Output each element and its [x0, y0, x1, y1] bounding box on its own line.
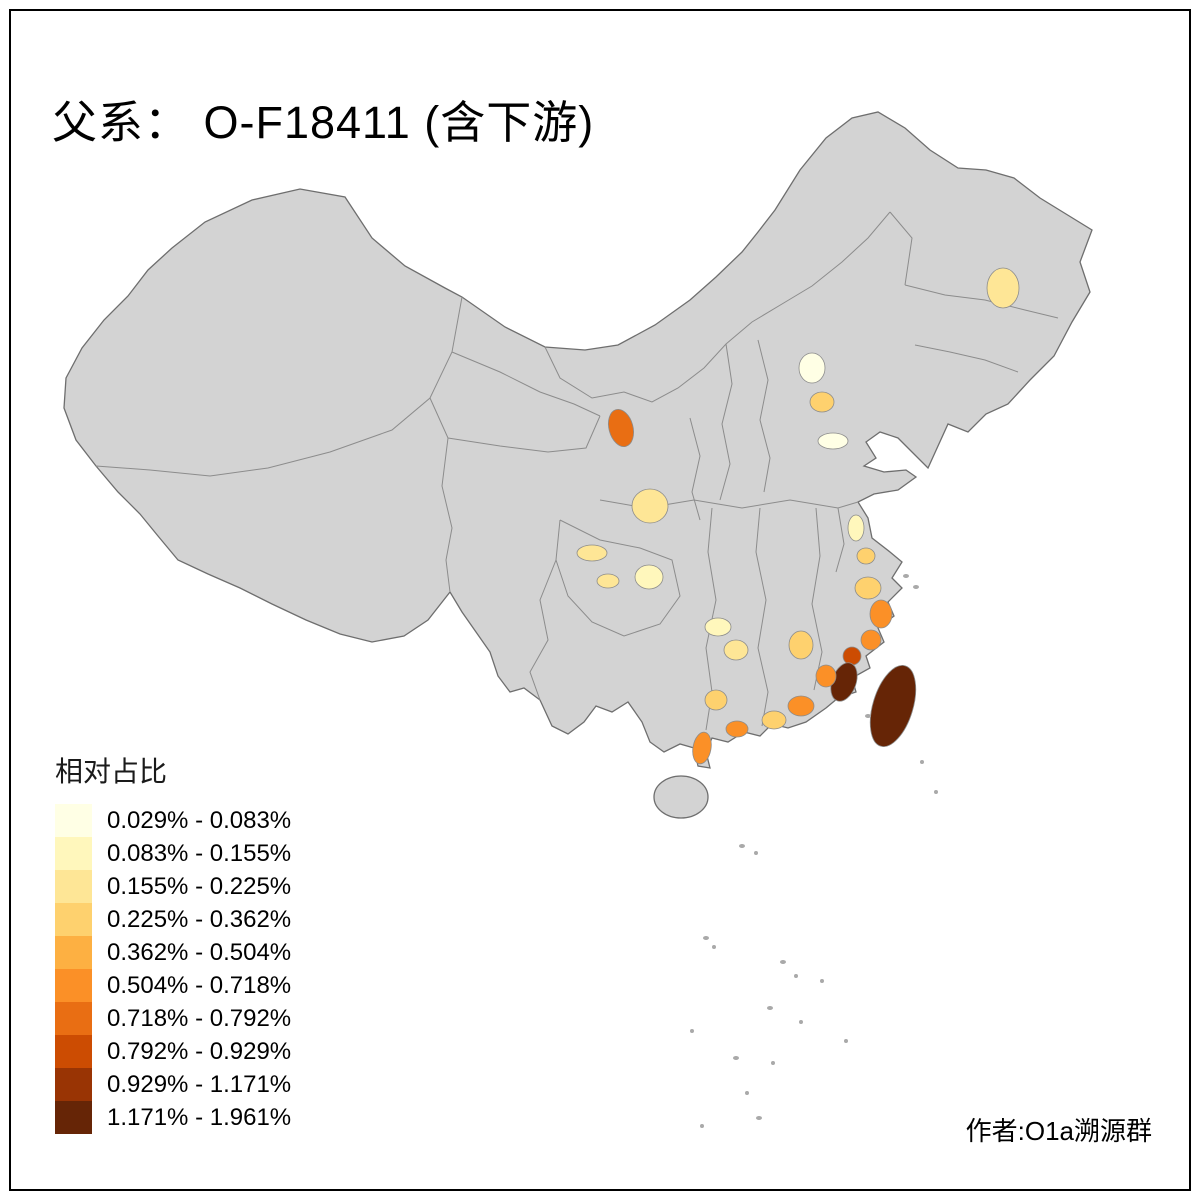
legend-swatch — [55, 936, 92, 969]
legend-item: 0.083% - 0.155% — [55, 837, 291, 870]
legend-item: 0.792% - 0.929% — [55, 1035, 291, 1068]
legend-rows: 0.029% - 0.083% 0.083% - 0.155% 0.155% - 0… — [55, 804, 291, 1134]
legend-swatch — [55, 903, 92, 936]
map-title: 父系： O-F18411 (含下游) — [52, 97, 595, 149]
legend-label: 0.792% - 0.929% — [107, 1037, 292, 1065]
region-guangdong-east — [787, 695, 815, 717]
island-speck — [913, 585, 919, 589]
legend-swatch — [55, 1068, 92, 1101]
hainan-island — [653, 775, 709, 819]
legend-label: 0.718% - 0.792% — [107, 1004, 292, 1032]
region-sichuan-b — [596, 573, 620, 589]
region-guangxi-coast — [692, 731, 712, 765]
region-jiangsu — [847, 514, 865, 542]
legend-label: 0.362% - 0.504% — [107, 938, 292, 966]
island-speck — [712, 945, 716, 949]
region-shanghai — [856, 547, 876, 565]
region-guangdong-west — [725, 720, 749, 738]
region-fujian-north — [842, 646, 862, 666]
island-speck — [703, 936, 709, 940]
region-zhejiang-north — [854, 576, 882, 600]
legend-label: 0.225% - 0.362% — [107, 905, 292, 933]
legend-label: 0.929% - 1.171% — [107, 1070, 292, 1098]
region-taiwan — [869, 665, 917, 747]
legend-swatch — [55, 969, 92, 1002]
island-speck — [794, 974, 798, 978]
legend: 相对占比 0.029% - 0.083% 0.083% - 0.155% 0.155… — [55, 750, 291, 1134]
island-speck — [739, 844, 745, 848]
legend-swatch — [55, 804, 92, 837]
region-heilongjiang — [986, 267, 1020, 309]
region-guangxi — [704, 689, 728, 711]
region-shaanxi — [631, 488, 669, 524]
island-speck — [771, 1061, 775, 1065]
china-mainland — [63, 111, 1093, 769]
island-speck — [754, 851, 758, 855]
region-hunan — [723, 639, 749, 661]
legend-label: 0.155% - 0.225% — [107, 872, 292, 900]
region-sichuan-a — [576, 544, 608, 562]
island-speck — [820, 979, 824, 983]
region-chongqing — [634, 564, 664, 590]
legend-label: 0.504% - 0.718% — [107, 971, 292, 999]
legend-item: 0.718% - 0.792% — [55, 1002, 291, 1035]
region-zhejiang-coast — [869, 599, 893, 629]
legend-title: 相对占比 — [55, 756, 168, 787]
legend-item: 0.504% - 0.718% — [55, 969, 291, 1002]
colored-regions — [576, 267, 1020, 765]
legend-swatch — [55, 837, 92, 870]
region-guangdong-pearl — [761, 710, 787, 730]
region-jiangxi — [788, 630, 814, 660]
region-hubei — [704, 617, 732, 637]
legend-label: 0.029% - 0.083% — [107, 806, 292, 834]
island-speck — [700, 1124, 704, 1128]
legend-item: 0.929% - 1.171% — [55, 1068, 291, 1101]
island-speck — [690, 1029, 694, 1033]
region-beijing — [798, 352, 826, 384]
island-speck — [865, 714, 871, 718]
island-speck — [767, 1006, 773, 1010]
legend-swatch — [55, 870, 92, 903]
legend-item: 0.155% - 0.225% — [55, 870, 291, 903]
legend-swatch — [55, 1035, 92, 1068]
legend-item: 0.225% - 0.362% — [55, 903, 291, 936]
author-credit: 作者:O1a溯源群 — [965, 1116, 1152, 1146]
island-speck — [733, 1056, 739, 1060]
legend-item: 0.029% - 0.083% — [55, 804, 291, 837]
island-speck — [920, 760, 924, 764]
legend-label: 1.171% - 1.961% — [107, 1103, 292, 1131]
legend-swatch — [55, 1101, 92, 1134]
region-shandong — [817, 432, 849, 450]
region-fujian-inland — [815, 664, 837, 688]
legend-item: 0.362% - 0.504% — [55, 936, 291, 969]
island-speck — [844, 1039, 848, 1043]
legend-swatch — [55, 1002, 92, 1035]
region-hebei — [809, 391, 835, 413]
island-speck — [780, 960, 786, 964]
legend-label: 0.083% - 0.155% — [107, 839, 292, 867]
island-speck — [756, 1116, 762, 1120]
region-zhejiang-south — [860, 629, 882, 651]
legend-item: 1.171% - 1.961% — [55, 1101, 291, 1134]
region-gansu — [608, 408, 634, 448]
island-speck — [799, 1020, 803, 1024]
island-speck — [934, 790, 938, 794]
island-speck — [745, 1091, 749, 1095]
island-speck — [903, 574, 909, 578]
south-china-sea-islands — [690, 574, 938, 1128]
